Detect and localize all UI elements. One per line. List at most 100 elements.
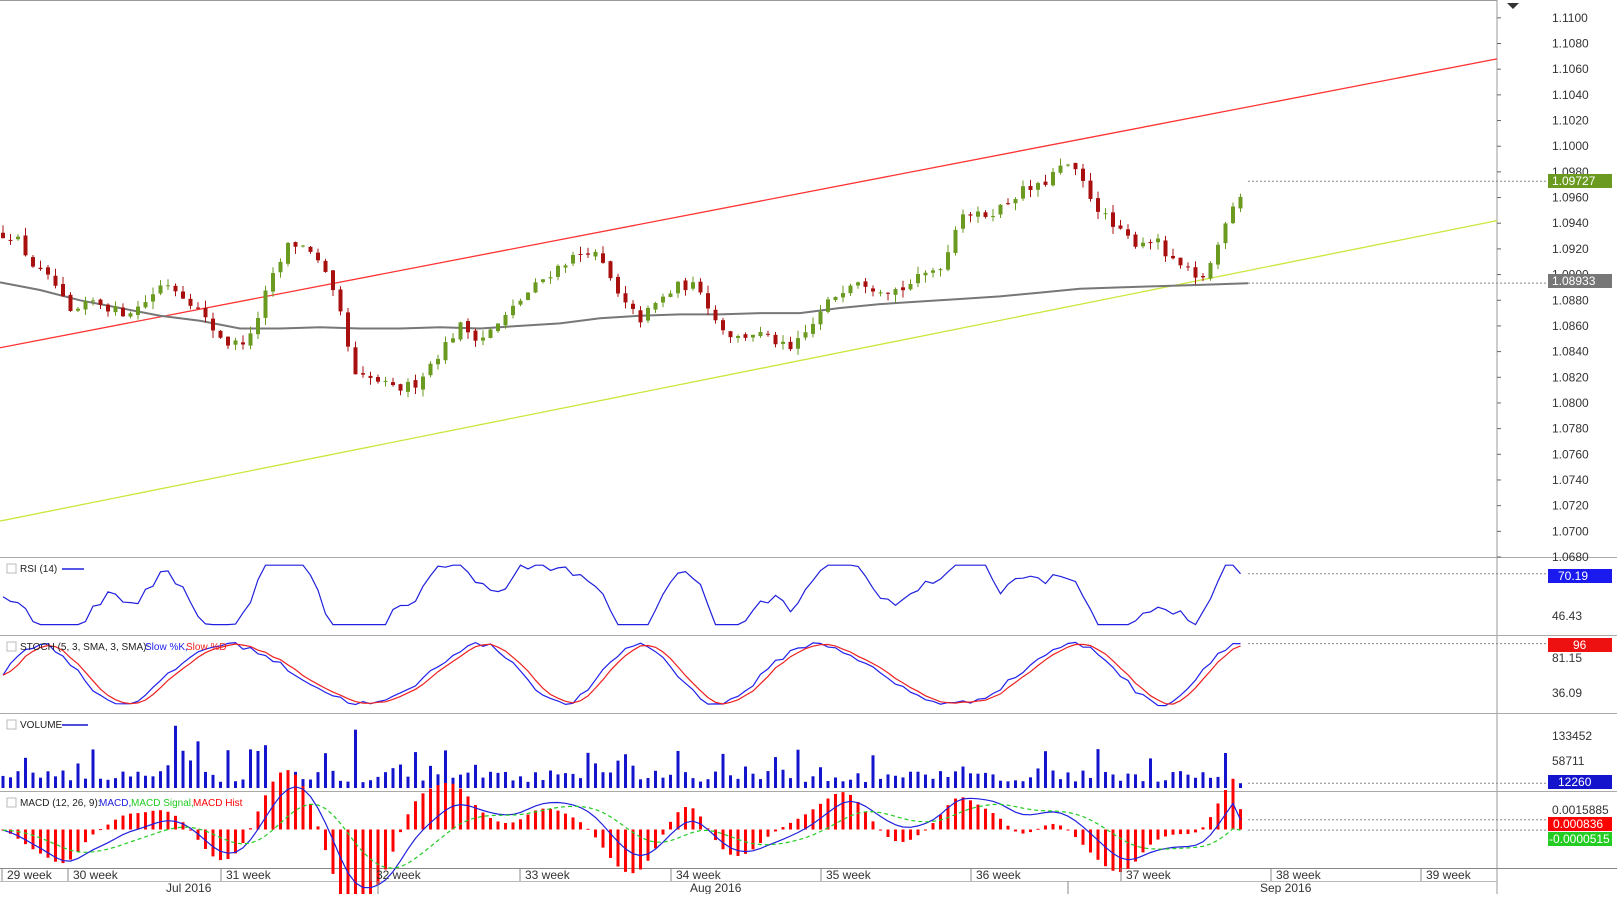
volume-bar	[121, 771, 125, 788]
macd-hist-bar	[639, 829, 642, 870]
volume-bar	[99, 778, 102, 788]
candle-body	[53, 275, 58, 286]
volume-bar	[1006, 781, 1010, 788]
volume-bar	[1171, 772, 1175, 788]
macd-hist-bar	[391, 829, 395, 852]
macd-hist-bar	[856, 802, 860, 830]
macd-hist-bar	[684, 807, 687, 830]
volume-bar	[849, 779, 852, 788]
rsi-tick: 46.43	[1552, 609, 1582, 623]
volume-bar	[1186, 774, 1190, 788]
stoch-k-line	[2, 641, 1241, 707]
candle-body	[908, 284, 913, 290]
collapse-arrow-icon[interactable]	[1507, 3, 1519, 9]
candle-body	[181, 291, 185, 299]
macd-hist-bar	[346, 829, 350, 899]
candle-body	[661, 296, 665, 303]
macd-hist-bar	[136, 813, 140, 830]
volume-bar	[639, 779, 642, 788]
candle-body	[346, 312, 350, 347]
stoch-tick-1: 81.15	[1552, 651, 1582, 665]
volume-bar	[984, 772, 987, 788]
stoch-toggle-icon[interactable]	[6, 641, 17, 652]
volume-bar	[759, 779, 762, 788]
candle-body	[893, 289, 898, 295]
stoch-tick-2: 36.09	[1552, 686, 1582, 700]
volume-bar	[594, 763, 597, 788]
volume-bar	[204, 771, 207, 788]
volume-bar	[954, 771, 957, 788]
volume-toggle-icon[interactable]	[6, 719, 17, 730]
candle-body	[511, 305, 515, 316]
volume-bar	[459, 774, 462, 788]
macd-hist-bar	[571, 817, 575, 830]
macd-hist-bar	[106, 824, 110, 830]
macd-toggle-icon[interactable]	[6, 797, 17, 808]
candle-body	[218, 330, 223, 338]
candle-body	[1081, 168, 1085, 181]
macd-hist-bar	[976, 804, 980, 830]
macd-hist-bar	[759, 829, 762, 844]
macd-hist-bar	[886, 829, 890, 838]
candle-body	[166, 285, 170, 287]
volume-bar	[894, 775, 897, 788]
candle-body	[473, 330, 478, 341]
volume-bar	[939, 771, 942, 788]
candle-body	[413, 380, 418, 388]
macd-hist-bar	[459, 788, 462, 830]
month-label: Sep 2016	[1260, 881, 1312, 894]
volume-tick-1: 133452	[1552, 729, 1592, 743]
macd-hist-bar	[961, 797, 965, 830]
macd-hist-bar	[654, 829, 657, 849]
macd-hist-bar	[436, 785, 440, 830]
volume-bar	[976, 773, 980, 788]
candle-body	[106, 304, 110, 312]
macd-hist-bar	[1089, 829, 1092, 853]
volume-bar	[706, 779, 710, 788]
macd-hist-bar	[279, 772, 282, 830]
volume-bar	[421, 780, 425, 788]
stoch-value-tag	[1548, 638, 1612, 652]
price-tick-label: 1.0820	[1552, 370, 1589, 384]
volume-bar	[1194, 777, 1197, 788]
volume-bar	[406, 776, 410, 788]
candle-body	[713, 309, 718, 321]
volume-bar	[961, 766, 965, 788]
macd-hist-bar	[1224, 789, 1227, 830]
macd-hist-bar	[1194, 829, 1197, 833]
candle-body	[1186, 266, 1190, 268]
price-tick-label: 1.0680	[1552, 550, 1589, 564]
macd-legend: MACD (12, 26, 9): MACD, MACD Signal, MAC…	[6, 797, 243, 809]
volume-bar	[91, 749, 95, 788]
candle-body	[1103, 213, 1108, 215]
candle-body	[916, 274, 920, 284]
candle-body	[301, 245, 305, 247]
rsi-toggle-icon[interactable]	[6, 563, 17, 574]
candle-body	[1178, 257, 1183, 266]
volume-bar	[1081, 770, 1085, 788]
candle-body	[998, 204, 1003, 215]
volume-bar	[24, 757, 27, 788]
candle-body	[226, 336, 230, 346]
candle-body	[316, 252, 320, 261]
price-tick-label: 1.0760	[1552, 447, 1589, 461]
macd-hist-bar	[1141, 829, 1145, 853]
volume-bar	[1149, 758, 1152, 788]
volume-bar	[811, 776, 815, 788]
candle-body	[983, 212, 988, 217]
macd-value: 0.000836	[1553, 817, 1603, 831]
macd-hist-bar	[834, 794, 837, 830]
macd-line-label: MACD,	[99, 798, 131, 809]
macd-hist-bar	[1066, 829, 1070, 831]
candle-body	[443, 342, 448, 361]
volume-bar	[729, 775, 732, 788]
candle-body	[616, 276, 620, 294]
macd-line	[2, 786, 1242, 889]
candle-body	[728, 331, 733, 338]
volume-bar	[1239, 783, 1242, 788]
candle-body	[833, 296, 838, 301]
macd-hist-bar	[586, 828, 590, 830]
candle-body	[248, 333, 253, 346]
macd-hist-bar	[811, 809, 815, 830]
candle-body	[1238, 196, 1243, 209]
